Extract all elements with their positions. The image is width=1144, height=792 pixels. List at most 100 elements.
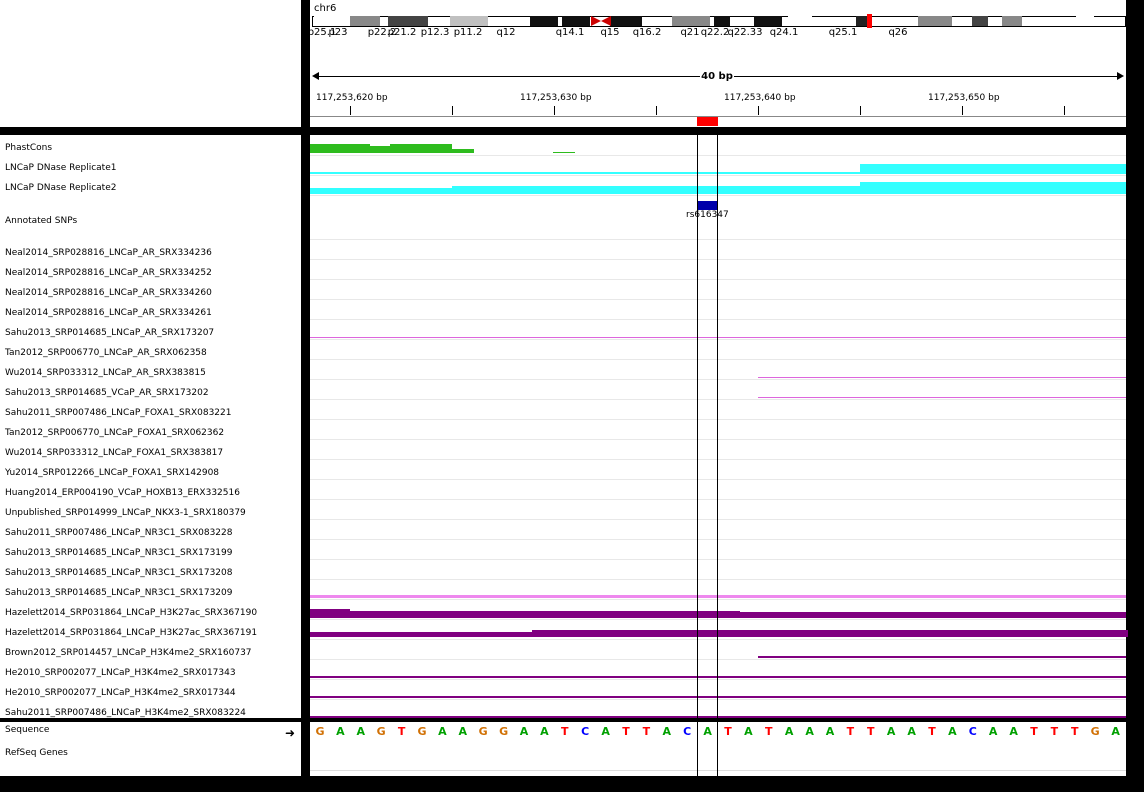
phastcons-feature[interactable] <box>553 152 575 153</box>
track-name[interactable]: Tan2012_SRP006770_LNCaP_AR_SRX062358 <box>5 348 207 358</box>
track-name-sequence[interactable]: Sequence <box>5 725 50 735</box>
histone-feature[interactable] <box>758 656 1126 658</box>
dnase-feature[interactable] <box>310 172 860 174</box>
track-row-separator <box>310 359 1126 360</box>
peak-feature[interactable] <box>758 397 1126 398</box>
sequence-base: T <box>928 725 936 738</box>
track-name[interactable]: Sahu2011_SRP007486_LNCaP_H3K4me2_SRX0832… <box>5 708 246 718</box>
track-row-separator <box>310 339 1126 340</box>
peak-feature[interactable] <box>310 595 1126 598</box>
band-label: q16.2 <box>632 27 662 38</box>
phastcons-feature[interactable] <box>370 146 390 153</box>
track-name[interactable]: Wu2014_SRP033312_LNCaP_FOXA1_SRX383817 <box>5 448 224 458</box>
band-label: q22.2 <box>700 27 730 38</box>
ideogram-band[interactable] <box>450 16 488 26</box>
histone-feature[interactable] <box>310 609 350 618</box>
track-name[interactable]: Tan2012_SRP006770_LNCaP_FOXA1_SRX062362 <box>5 428 225 438</box>
dnase-feature[interactable] <box>860 182 1126 194</box>
ideogram-ruler-panel[interactable]: chr6 p25.1 p23 p22.2 p21.2 p12.3 p11.2 q12 q14.… <box>307 0 1126 127</box>
track-name[interactable]: LNCaP DNase Replicate2 <box>5 183 117 193</box>
ideogram-band[interactable] <box>350 16 380 26</box>
track-name[interactable]: Neal2014_SRP028816_LNCaP_AR_SRX334236 <box>5 248 212 258</box>
track-name[interactable]: Annotated SNPs <box>5 216 78 226</box>
track-row-separator <box>310 699 1126 700</box>
track-name[interactable]: He2010_SRP002077_LNCaP_H3K4me2_SRX017343 <box>5 668 236 678</box>
histone-feature[interactable] <box>310 716 1126 718</box>
track-name[interactable]: Hazelett2014_SRP031864_LNCaP_H3K27ac_SRX… <box>5 628 258 638</box>
ideogram-band[interactable] <box>1002 16 1022 26</box>
ideogram-band[interactable] <box>672 16 710 26</box>
refseq-row <box>310 770 1126 771</box>
track-name-refseq[interactable]: RefSeq Genes <box>5 748 68 758</box>
band-label: q12 <box>496 27 516 38</box>
histone-feature[interactable] <box>310 696 1126 698</box>
track-name[interactable]: Sahu2013_SRP014685_LNCaP_NR3C1_SRX173209 <box>5 588 233 598</box>
track-name[interactable]: Unpublished_SRP014999_LNCaP_NKX3-1_SRX18… <box>5 508 246 518</box>
band-label: p23 <box>328 27 348 38</box>
dnase-feature[interactable] <box>310 188 452 194</box>
center-line-right <box>717 135 718 776</box>
track-name[interactable]: Sahu2013_SRP014685_LNCaP_NR3C1_SRX173208 <box>5 568 233 578</box>
track-name[interactable]: Wu2014_SRP033312_LNCaP_AR_SRX383815 <box>5 368 206 378</box>
track-name[interactable]: Sahu2013_SRP014685_VCaP_AR_SRX173202 <box>5 388 209 398</box>
track-name[interactable]: Neal2014_SRP028816_LNCaP_AR_SRX334261 <box>5 308 212 318</box>
ruler-tick <box>656 106 657 115</box>
peak-feature[interactable] <box>758 377 1126 378</box>
region-of-interest-marker[interactable] <box>697 117 718 126</box>
phastcons-feature[interactable] <box>310 144 370 153</box>
histone-feature[interactable] <box>350 611 740 618</box>
ideogram-band[interactable] <box>714 16 730 26</box>
ideogram-band[interactable] <box>918 16 952 26</box>
peak-feature[interactable] <box>310 337 1126 338</box>
track-row-separator <box>310 155 1126 156</box>
ideogram-band[interactable] <box>610 16 642 26</box>
sequence-base: T <box>642 725 651 738</box>
track-name[interactable]: LNCaP DNase Replicate1 <box>5 163 117 173</box>
ideogram-band[interactable] <box>388 16 428 26</box>
ideogram-band[interactable] <box>754 16 782 26</box>
snp-label: rs616347 <box>686 210 729 220</box>
histone-feature[interactable] <box>310 632 532 637</box>
track-name-panel[interactable]: PhastCons LNCaP DNase Replicate1 LNCaP DNa… <box>0 135 301 718</box>
track-row-separator <box>310 175 1126 176</box>
ideogram-band[interactable] <box>314 16 350 26</box>
track-data-panel[interactable]: rs616347 <box>310 135 1128 718</box>
sequence-base: T <box>1071 725 1079 738</box>
track-name[interactable]: Neal2014_SRP028816_LNCaP_AR_SRX334252 <box>5 268 212 278</box>
phastcons-feature[interactable] <box>452 149 474 153</box>
track-name[interactable]: Sahu2011_SRP007486_LNCaP_FOXA1_SRX083221 <box>5 408 232 418</box>
track-name[interactable]: Sahu2011_SRP007486_LNCaP_NR3C1_SRX083228 <box>5 528 233 538</box>
sequence-base: A <box>1111 725 1120 738</box>
histone-feature[interactable] <box>532 630 1128 637</box>
band-label: p25.1 <box>307 27 337 38</box>
histone-feature[interactable] <box>310 676 1126 678</box>
track-name[interactable]: Huang2014_ERP004190_VCaP_HOXB13_ERX33251… <box>5 488 240 498</box>
sequence-base: T <box>846 725 855 738</box>
track-name[interactable]: Neal2014_SRP028816_LNCaP_AR_SRX334260 <box>5 288 212 298</box>
track-name[interactable]: He2010_SRP002077_LNCaP_H3K4me2_SRX017344 <box>5 688 236 698</box>
sequence-base: T <box>397 725 406 738</box>
track-name[interactable]: Sahu2013_SRP014685_LNCaP_AR_SRX173207 <box>5 328 215 338</box>
track-name[interactable]: Hazelett2014_SRP031864_LNCaP_H3K27ac_SRX… <box>5 608 258 618</box>
track-name[interactable]: Sahu2013_SRP014685_LNCaP_NR3C1_SRX173199 <box>5 548 233 558</box>
track-name[interactable]: Yu2014_SRP012266_LNCaP_FOXA1_SRX142908 <box>5 468 220 478</box>
track-name[interactable]: Brown2012_SRP014457_LNCaP_H3K4me2_SRX160… <box>5 648 252 658</box>
phastcons-feature[interactable] <box>390 144 452 153</box>
snp-feature[interactable] <box>697 201 717 210</box>
strand-arrow-icon[interactable]: ➜ <box>284 726 295 740</box>
ideogram-band[interactable] <box>562 16 590 26</box>
ideogram-band[interactable] <box>856 16 872 26</box>
feature-name-panel[interactable]: Sequence ➜ RefSeq Genes <box>0 722 301 776</box>
track-name[interactable]: PhastCons <box>5 143 53 153</box>
ideogram-band[interactable] <box>1076 16 1094 26</box>
ruler-tick <box>860 106 861 115</box>
histone-feature[interactable] <box>740 612 1126 618</box>
ideogram-band[interactable] <box>530 16 558 26</box>
sequence-base: A <box>1009 725 1018 738</box>
dnase-feature[interactable] <box>452 186 860 194</box>
ruler-tick <box>962 106 963 115</box>
ideogram-band[interactable] <box>788 16 812 26</box>
dnase-feature[interactable] <box>860 164 1126 174</box>
ideogram-band[interactable] <box>972 16 988 26</box>
